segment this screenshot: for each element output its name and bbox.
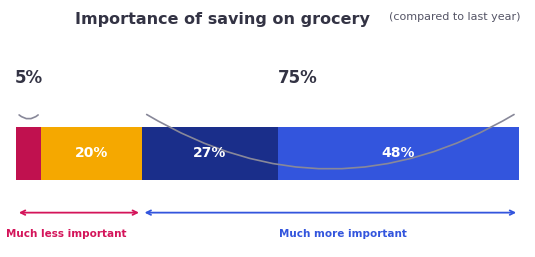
- Text: Much more important: Much more important: [279, 229, 407, 239]
- Text: 27%: 27%: [193, 146, 226, 160]
- Text: Much less important: Much less important: [6, 229, 127, 239]
- Text: 20%: 20%: [75, 146, 108, 160]
- Bar: [16, 127, 41, 180]
- Bar: [142, 127, 278, 180]
- Bar: [278, 127, 519, 180]
- Text: 5%: 5%: [14, 69, 43, 87]
- Text: (compared to last year): (compared to last year): [389, 12, 521, 22]
- Text: 48%: 48%: [381, 146, 415, 160]
- Text: 75%: 75%: [278, 69, 318, 87]
- Text: Importance of saving on grocery: Importance of saving on grocery: [75, 12, 370, 26]
- Bar: [41, 127, 142, 180]
